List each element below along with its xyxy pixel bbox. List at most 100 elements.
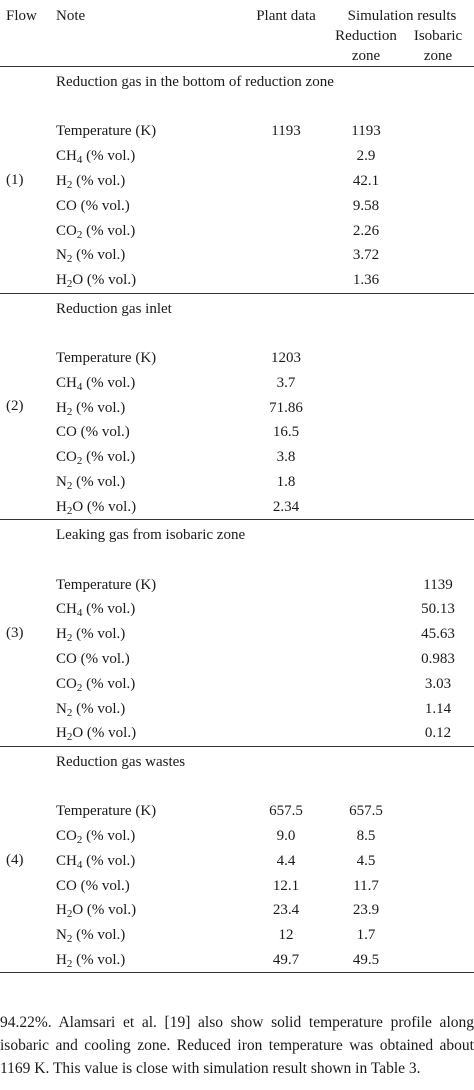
plant-data-value: 4.4 [276, 852, 296, 869]
parameter-label: CH4 (% vol.) [56, 370, 242, 395]
parameter-label: CO2 (% vol.) [56, 218, 242, 243]
parameter-suffix: (% vol.) [72, 172, 126, 189]
reduction-zone-value [330, 420, 402, 445]
parameter-suffix: O (% vol.) [72, 272, 137, 289]
group-caption-row: (1) Reduction gas in the bottom of reduct… [0, 67, 474, 188]
reduction-zone-value: 4.5 [356, 852, 376, 869]
flow-group: (3) Leaking gas from isobaric zone Tempera… [0, 519, 474, 747]
isobaric-zone-value: 1139 [423, 576, 453, 593]
reduction-zone-value: 657.5 [349, 803, 383, 820]
reduction-zone-value: 11.7 [353, 877, 379, 894]
reduction-zone-value [330, 597, 402, 622]
isobaric-zone-value [402, 193, 474, 218]
reduction-zone-value [330, 494, 402, 519]
parameter-name: Temperature (K) [56, 349, 157, 366]
plant-data-value [242, 597, 330, 622]
table-row: H2 (% vol.) 49.7 49.5 [0, 948, 474, 973]
isobaric-zone-value [402, 169, 474, 194]
parameter-label: CO2 (% vol.) [56, 824, 242, 849]
reduction-zone-value [330, 445, 402, 470]
reduction-zone-value: 2.9 [356, 148, 376, 165]
isobaric-zone-value [402, 395, 474, 420]
flow-number: (2) [6, 398, 24, 415]
subscript: 2 [66, 957, 73, 970]
parameter-label: H2 (% vol.) [56, 948, 242, 973]
reduction-zone-value [330, 671, 402, 696]
subscript: 2 [76, 228, 83, 241]
parameter-name: N [56, 247, 67, 264]
isobaric-zone-value [402, 470, 474, 495]
table-row: CO2 (% vol.) 2.26 [0, 218, 474, 243]
subscript: 2 [66, 706, 73, 719]
subscript: 2 [66, 632, 73, 645]
plant-data-value: 12 [278, 927, 294, 944]
reduction-zone-value: 1193 [351, 123, 381, 140]
table-header: Flow Note Plant data Simulation results … [0, 0, 474, 67]
plant-data-value: 49.7 [272, 951, 300, 968]
plant-data-value: 3.8 [276, 449, 296, 466]
table-row: H2 (% vol.) 42.1 [0, 169, 474, 194]
parameter-label: H2 (% vol.) [56, 395, 242, 420]
group-caption: Reduction gas inlet [56, 300, 172, 317]
parameter-suffix: (% vol.) [82, 852, 136, 869]
reduction-zone-value: 49.5 [352, 951, 380, 968]
isobaric-zone-value: 1.14 [424, 700, 452, 717]
parameter-label: CO2 (% vol.) [56, 445, 242, 470]
parameter-suffix: (% vol.) [82, 449, 136, 466]
table-row: CO2 (% vol.) 3.8 [0, 445, 474, 470]
plant-data-value: 1.8 [276, 473, 296, 490]
plant-data-value: 12.1 [272, 877, 300, 894]
parameter-suffix: (% vol.) [82, 827, 136, 844]
parameter-name: Temperature (K) [56, 803, 157, 820]
table-row: CO (% vol.) 0.983 [0, 647, 474, 672]
isobaric-zone-value: 0.983 [421, 650, 455, 667]
plant-data-value [242, 572, 330, 597]
plant-data-value [242, 721, 330, 746]
flow-number: (4) [6, 851, 24, 868]
plant-data-value [242, 622, 330, 647]
parameter-label: N2 (% vol.) [56, 923, 242, 948]
header-isobaric-zone: Isobaric zone [413, 28, 463, 64]
flow-group: (1) Reduction gas in the bottom of reduct… [0, 66, 474, 294]
parameter-suffix: (% vol.) [82, 374, 136, 391]
parameter-name: H [56, 902, 67, 919]
table-row: Temperature (K) 1139 [0, 572, 474, 597]
table-row: N2 (% vol.) 1.8 [0, 470, 474, 495]
plant-data-value [242, 144, 330, 169]
flow-group: (2) Reduction gas inlet Temperature (K) 120… [0, 293, 474, 520]
parameter-label: CO2 (% vol.) [56, 671, 242, 696]
parameter-name: Temperature (K) [56, 576, 157, 593]
parameter-suffix: (% vol.) [72, 927, 126, 944]
parameter-name: CH [56, 601, 77, 618]
reduction-zone-value: 1.7 [356, 927, 376, 944]
flow-group: (4) Reduction gas wastes Temperature (K) 65… [0, 746, 474, 973]
subscript: 2 [76, 681, 83, 694]
subscript: 2 [66, 908, 73, 921]
header-simulation-results: Simulation results [347, 8, 457, 24]
parameter-name: CO (% vol.) [56, 424, 130, 441]
parameter-name: CO (% vol.) [56, 650, 130, 667]
subscript: 2 [66, 405, 73, 418]
table-row: H2O (% vol.) 0.12 [0, 721, 474, 746]
group-caption-row: (4) Reduction gas wastes [0, 746, 474, 868]
table-row: Temperature (K) 1203 [0, 346, 474, 371]
parameter-label: CH4 (% vol.) [56, 848, 242, 873]
plant-data-value [242, 268, 330, 293]
parameter-label: CO (% vol.) [56, 647, 242, 672]
parameter-name: H [56, 498, 67, 515]
reduction-zone-value [330, 346, 402, 371]
parameter-label: N2 (% vol.) [56, 696, 242, 721]
table-row: CO (% vol.) 12.1 11.7 [0, 873, 474, 898]
flow-number: (1) [6, 171, 24, 188]
parameter-name: CO (% vol.) [56, 877, 130, 894]
reduction-zone-value [330, 572, 402, 597]
parameter-suffix: (% vol.) [82, 148, 136, 165]
parameter-label: N2 (% vol.) [56, 470, 242, 495]
plant-data-value: 1203 [271, 349, 301, 366]
table-row: Temperature (K) 657.5 657.5 [0, 799, 474, 824]
parameter-suffix: (% vol.) [72, 473, 126, 490]
parameter-name: CO [56, 222, 77, 239]
isobaric-zone-value: 45.63 [421, 626, 455, 643]
parameter-label: CO (% vol.) [56, 193, 242, 218]
header-plant-data: Plant data [256, 8, 316, 24]
